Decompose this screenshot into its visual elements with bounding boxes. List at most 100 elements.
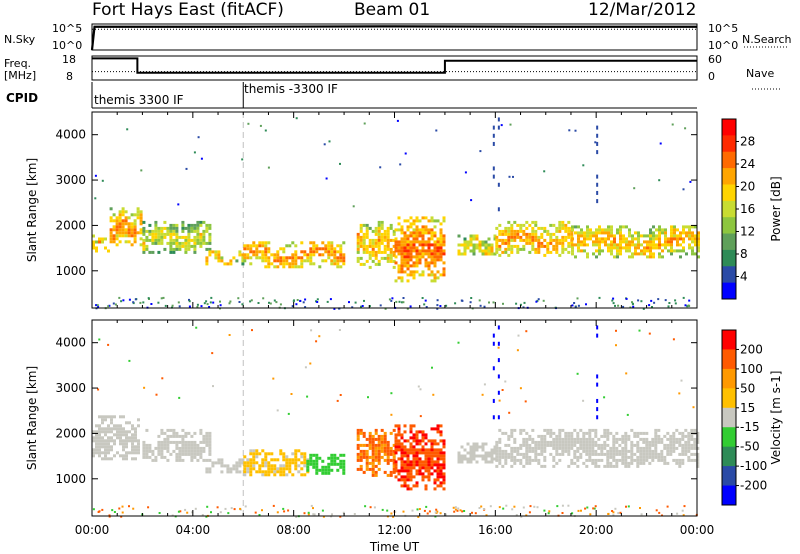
velocity-cell (394, 442, 398, 446)
velocity-cell (433, 451, 437, 455)
power-scatter (304, 306, 307, 309)
power-scatter (295, 303, 298, 306)
velocity-cell (273, 458, 277, 462)
power-cell (555, 229, 559, 233)
velocity-cell (430, 457, 434, 461)
velocity-scatter (132, 507, 135, 510)
velocity-streak (497, 415, 500, 420)
power-cell (610, 225, 613, 229)
velocity-scatter (97, 511, 100, 513)
velocity-cell (403, 451, 407, 455)
power-cell (424, 216, 428, 220)
velocity-cell (460, 454, 464, 458)
velocity-cell (400, 478, 404, 482)
velocity-cell (549, 440, 553, 444)
velocity-cell (522, 455, 526, 459)
velocity-cell (666, 443, 670, 447)
power-streak (492, 141, 495, 146)
power-cell (490, 243, 494, 247)
velocity-cell (534, 446, 538, 450)
power-cell (208, 232, 212, 236)
power-cell (504, 238, 508, 242)
power-cell (427, 264, 431, 268)
power-cell (294, 250, 298, 254)
power-cell (169, 244, 173, 248)
power-cell (392, 232, 396, 236)
velocity-colorbar-label: -200 (740, 479, 767, 493)
velocity-cell (534, 452, 538, 456)
velocity-cell (92, 451, 95, 455)
velocity-cell (669, 443, 673, 447)
velocity-cell (630, 449, 634, 453)
velocity-cell (687, 458, 691, 462)
velocity-cell (406, 469, 410, 473)
velocity-cell (406, 472, 410, 476)
velocity-cell (220, 461, 224, 465)
power-cell (595, 240, 598, 244)
velocity-cell (330, 462, 334, 466)
velocity-cell (600, 458, 604, 462)
power-cell (397, 246, 401, 250)
power-cell (637, 246, 640, 250)
power-cell (148, 229, 152, 233)
velocity-cell (525, 443, 529, 447)
velocity-cell (696, 455, 700, 459)
velocity-cell (98, 454, 101, 458)
velocity-cell (196, 458, 200, 462)
power-cell (436, 219, 440, 223)
velocity-cell (681, 458, 685, 462)
power-cell (130, 225, 134, 229)
power-cell (589, 228, 592, 232)
power-cell (374, 238, 378, 242)
velocity-cell (564, 431, 568, 435)
velocity-scatter (603, 396, 606, 399)
power-cell (658, 234, 661, 238)
velocity-colorbar-cell (722, 466, 736, 487)
power-cell (258, 256, 262, 260)
velocity-cell (603, 464, 607, 468)
power-cell (475, 234, 479, 238)
power-cell (558, 238, 562, 242)
power-cell (688, 246, 691, 250)
power-cell (142, 247, 146, 251)
power-scatter (667, 305, 670, 308)
velocity-cell (442, 439, 446, 443)
power-cell (383, 247, 387, 251)
power-cell (386, 235, 390, 239)
velocity-cell (687, 440, 691, 444)
velocity-cell (552, 446, 556, 450)
power-cell (583, 249, 586, 253)
velocity-cell (570, 458, 574, 462)
power-cell (294, 256, 298, 260)
power-cell (607, 249, 610, 253)
power-cell (342, 256, 346, 260)
power-cell (109, 231, 113, 235)
velocity-cell (528, 437, 532, 441)
velocity-cell (669, 449, 673, 453)
power-cell (619, 249, 622, 253)
power-cell (495, 247, 499, 251)
velocity-cell (196, 452, 200, 456)
power-cell (282, 250, 286, 254)
power-cell (531, 247, 535, 251)
power-cell (442, 237, 446, 241)
power-cell (356, 238, 360, 242)
power-cell (403, 219, 407, 223)
x-axis-label: Time UT (369, 540, 420, 554)
velocity-scatter (318, 335, 321, 338)
velocity-cell (409, 445, 413, 449)
power-cell (359, 229, 363, 233)
velocity-cell (555, 452, 559, 456)
velocity-cell (564, 449, 568, 453)
velocity-cell (282, 473, 286, 477)
velocity-cell (487, 451, 491, 455)
power-scatter (219, 304, 222, 307)
velocity-cell (570, 446, 574, 450)
velocity-cell (660, 437, 664, 441)
velocity-cell (160, 431, 164, 435)
power-cell (598, 249, 601, 253)
velocity-cell (478, 445, 482, 449)
x-tick-label: 04:00 (176, 523, 211, 537)
velocity-cell (618, 437, 622, 441)
power-cell (324, 259, 328, 263)
